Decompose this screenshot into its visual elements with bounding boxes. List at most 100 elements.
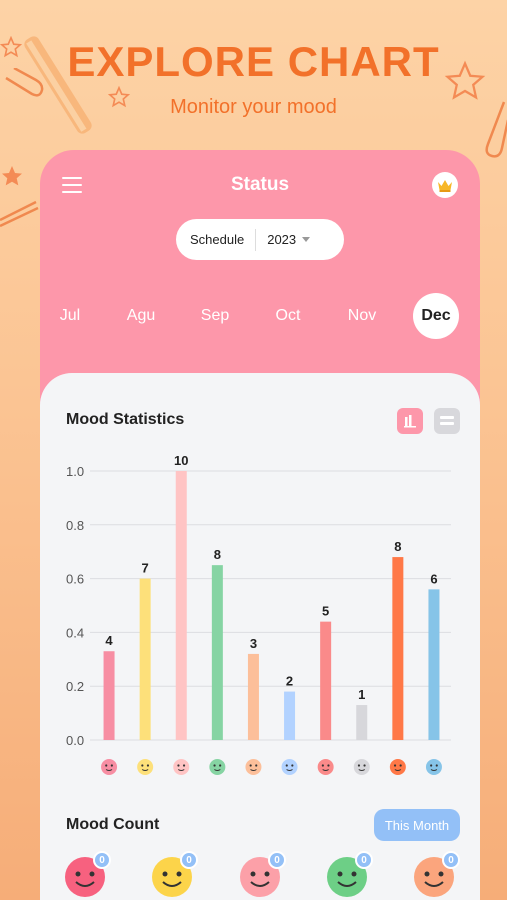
mood-statistics-title: Mood Statistics — [66, 411, 185, 428]
eye — [321, 764, 324, 767]
schedule-label: Schedule — [190, 232, 245, 247]
heart-eyes-icon — [173, 759, 190, 775]
eye — [357, 764, 361, 767]
cool-icon — [209, 759, 226, 775]
eye — [291, 764, 294, 767]
chevron-down-icon — [302, 237, 311, 242]
bar-heart-eyes — [175, 471, 187, 740]
smiling-icon — [137, 759, 154, 775]
bar-tired — [356, 705, 368, 740]
star-decoration — [108, 86, 130, 108]
eye — [249, 764, 252, 767]
y-tick-label: 1.0 — [66, 464, 84, 479]
eye — [363, 764, 366, 767]
mouth — [105, 769, 113, 771]
eye — [255, 764, 258, 767]
bar-angry — [320, 621, 332, 740]
bar-smiling — [139, 578, 151, 740]
eye — [213, 764, 216, 767]
paperclip-decoration — [485, 101, 507, 158]
mouth — [394, 769, 402, 771]
mouth — [177, 769, 185, 771]
paperclip-decoration — [0, 200, 39, 228]
star-decoration — [2, 166, 22, 186]
data-label: 7 — [142, 561, 149, 576]
tired-icon — [353, 759, 370, 775]
y-tick-label: 0.8 — [66, 518, 84, 533]
mouth — [286, 769, 293, 771]
data-label: 4 — [105, 633, 113, 648]
eye — [141, 764, 144, 767]
list-icon — [440, 416, 454, 425]
schedule-selector[interactable]: Schedule 2023 — [176, 219, 344, 260]
angry-icon — [317, 759, 334, 775]
laughing-icon — [101, 759, 118, 775]
eye — [393, 764, 397, 767]
mood-bar-chart: 1.0 0.8 0.6 0.4 0.2 0.0 4 7 10 8 3 2 5 1 8 6 — [66, 453, 451, 775]
bar-chart-view-button[interactable] — [397, 408, 423, 434]
star-decoration — [0, 36, 22, 58]
surprised-icon — [245, 759, 262, 775]
promo-subline: Monitor your mood — [170, 96, 337, 118]
mouth — [250, 769, 257, 771]
mood-count-badge: 0 — [93, 851, 111, 869]
mouth — [141, 769, 149, 771]
star-decoration — [444, 60, 486, 100]
paperclip-decoration — [5, 68, 44, 97]
sick-icon — [281, 759, 298, 775]
mouth — [214, 769, 221, 771]
month-agu[interactable]: Agu — [126, 307, 156, 324]
y-tick-label: 0.6 — [66, 572, 84, 587]
mood-count-badge: 0 — [180, 851, 198, 869]
data-label: 5 — [322, 604, 329, 619]
page-title: Status — [230, 174, 290, 195]
eye — [435, 764, 438, 767]
data-label: 8 — [394, 539, 401, 554]
eye — [219, 764, 222, 767]
app-screen: Status Schedule 2023 Jul Agu Sep Oct Nov… — [40, 150, 480, 900]
month-oct[interactable]: Oct — [275, 307, 301, 324]
bar-sad — [428, 589, 440, 740]
data-label: 8 — [214, 547, 221, 562]
data-label: 10 — [174, 453, 188, 468]
data-label: 1 — [358, 687, 365, 702]
eye — [327, 764, 330, 767]
this-month-filter-button[interactable]: This Month — [374, 809, 460, 841]
statistics-card: Mood Statistics 1.0 0.8 0.6 0.4 0.2 0.0 4 7 10 8 3… — [40, 373, 480, 900]
bar-chart-icon — [404, 415, 416, 428]
eye — [430, 764, 433, 767]
y-tick-label: 0.4 — [66, 625, 84, 640]
eye — [110, 764, 113, 767]
month-nov[interactable]: Nov — [347, 307, 377, 324]
sad-icon — [425, 759, 442, 775]
month-dec[interactable]: Dec — [413, 293, 459, 339]
data-label: 3 — [250, 636, 257, 651]
year-select-value[interactable]: 2023 — [267, 232, 297, 247]
divider — [255, 228, 257, 251]
mood-count-badge: 0 — [268, 851, 286, 869]
pencil-decoration — [24, 36, 92, 134]
mouth — [358, 769, 366, 771]
eye — [285, 764, 288, 767]
menu-icon[interactable] — [62, 177, 82, 193]
eye — [146, 764, 150, 767]
bar-laughing — [103, 651, 115, 740]
eye — [177, 764, 180, 767]
month-sep[interactable]: Sep — [200, 307, 230, 324]
promo-headline: EXPLORE CHART — [67, 38, 440, 85]
premium-crown-button[interactable] — [432, 172, 458, 198]
y-tick-label: 0.0 — [66, 733, 84, 748]
eye — [399, 764, 402, 767]
mood-count-badge: 0 — [355, 851, 373, 869]
bar-cool — [211, 565, 223, 740]
eye — [105, 764, 108, 767]
list-view-button[interactable] — [434, 408, 460, 434]
eye — [182, 764, 186, 767]
mood-count-title: Mood Count — [66, 816, 160, 833]
bar-furious — [392, 557, 404, 740]
month-jul[interactable]: Jul — [59, 307, 81, 324]
y-tick-label: 0.2 — [66, 679, 84, 694]
mouth — [322, 769, 329, 771]
mouth — [430, 769, 438, 771]
data-label: 2 — [286, 674, 293, 689]
